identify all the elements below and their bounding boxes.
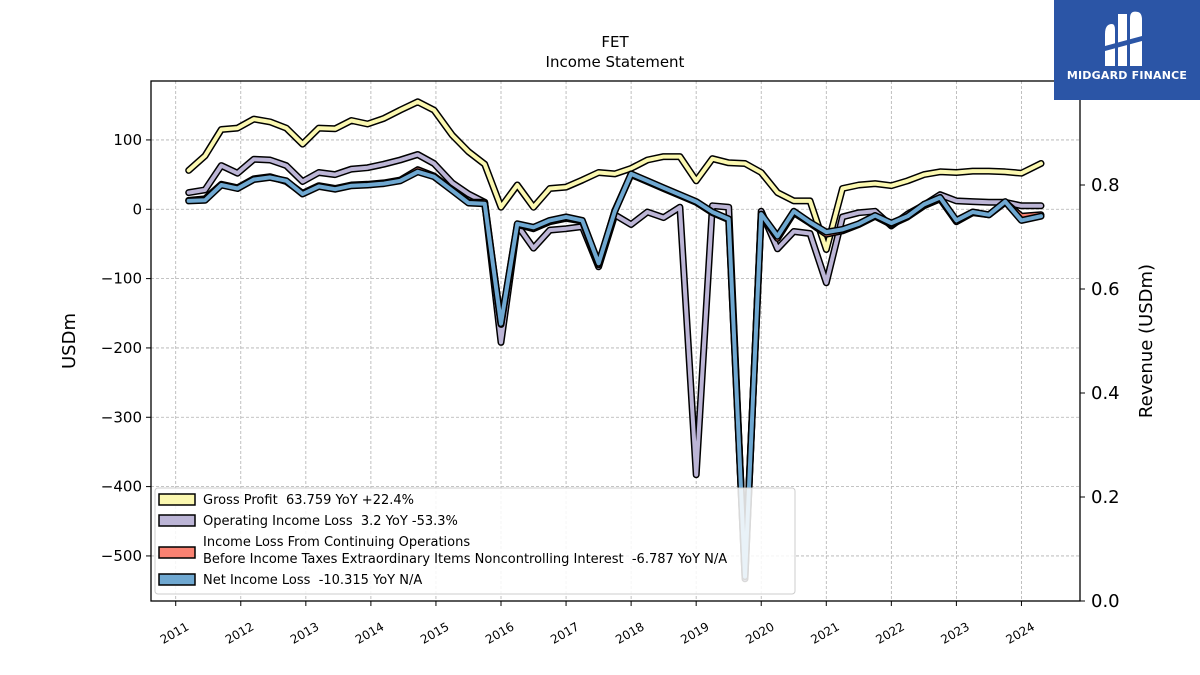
y-axis: 100 0 −100 −200 −300 −400 −500	[101, 131, 151, 565]
y-tick-label: −400	[101, 478, 142, 496]
plot-frame	[150, 80, 1081, 602]
y-axis-label: USDm	[59, 313, 80, 369]
x-tick-label: 2020	[743, 619, 776, 646]
y2-tick-label: 0.6	[1091, 279, 1120, 300]
legend: Gross Profit 63.759 YoY +22.4% Operating…	[154, 487, 796, 595]
series-line-gross-profit	[186, 99, 1043, 252]
legend-label-income-before-taxes-line2: Before Income Taxes Extraordinary Items …	[203, 552, 727, 567]
x-tick-label: 2017	[548, 619, 581, 646]
series-line-net-income-loss	[186, 169, 1043, 579]
x-tick-label: 2019	[678, 619, 711, 646]
x-tick-label: 2013	[288, 619, 321, 646]
y-tick-label: −300	[101, 408, 142, 426]
chart-title: FET	[601, 33, 629, 51]
x-tick-label: 2024	[1003, 619, 1036, 646]
x-tick-label: 2012	[223, 619, 256, 646]
y2-axis-label: Revenue (USDm)	[1136, 264, 1157, 418]
y-tick-label: −500	[101, 547, 142, 565]
y2-tick-label: 0.2	[1091, 487, 1120, 508]
legend-swatch-net-income-loss	[158, 573, 196, 586]
legend-swatch-income-before-taxes	[158, 546, 196, 559]
y2-tick-label: 0.4	[1091, 383, 1120, 404]
legend-box	[154, 487, 796, 595]
x-axis: 2011 2012 2013 2014 2015 2016 2017 2018 2019 2020…	[158, 601, 1037, 647]
legend-swatch-gross-profit	[158, 493, 196, 506]
midgard-logo-mark-icon	[1105, 11, 1142, 67]
series-layer	[185, 98, 1045, 583]
legend-label-operating-income-loss: Operating Income Loss 3.2 YoY -53.3%	[203, 514, 458, 529]
x-tick-label: 2015	[418, 619, 451, 646]
legend-label-gross-profit: Gross Profit 63.759 YoY +22.4%	[203, 493, 414, 508]
y-tick-label: −100	[101, 270, 142, 288]
x-tick-label: 2018	[613, 619, 646, 646]
y-tick-label: 100	[113, 131, 142, 149]
y2-tick-label: 0.0	[1091, 591, 1120, 612]
y2-axis: 0.0 0.2 0.4 0.6 0.8	[1080, 175, 1120, 612]
x-tick-label: 2016	[483, 619, 516, 646]
x-tick-label: 2022	[873, 619, 906, 646]
y-tick-label: −200	[101, 339, 142, 357]
x-tick-label: 2021	[808, 619, 841, 646]
chart-subtitle: Income Statement	[546, 53, 685, 71]
x-tick-label: 2014	[353, 619, 386, 646]
x-tick-label: 2023	[938, 619, 971, 646]
y2-tick-label: 0.8	[1091, 175, 1120, 196]
midgard-finance-logo: MIDGARD FINANCE	[1054, 0, 1200, 100]
brand-name: MIDGARD FINANCE	[1066, 69, 1188, 82]
x-tick-label: 2011	[158, 619, 191, 646]
y-tick-label: 0	[132, 200, 142, 218]
legend-label-net-income-loss: Net Income Loss -10.315 YoY N/A	[203, 573, 422, 588]
legend-swatch-operating-income-loss	[158, 514, 196, 527]
legend-label-income-before-taxes-line1: Income Loss From Continuing Operations	[203, 535, 470, 550]
